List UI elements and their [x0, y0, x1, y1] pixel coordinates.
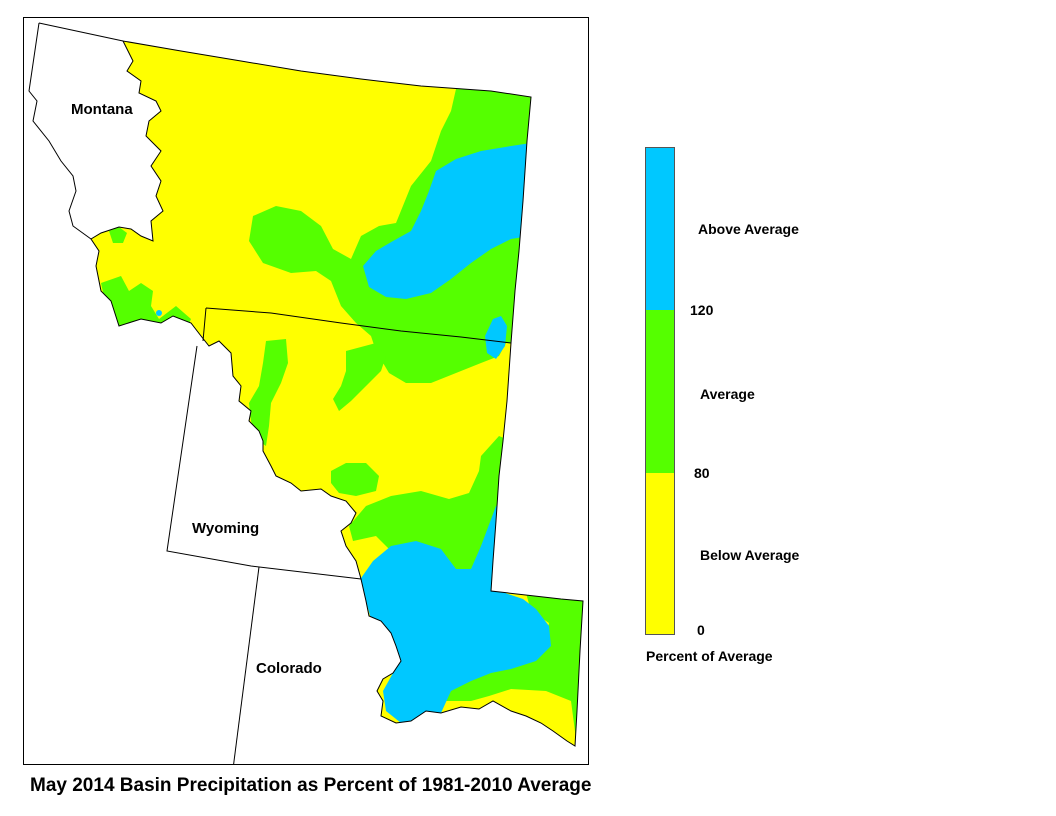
legend-break-80: 80 [694, 465, 710, 481]
colorado-label: Colorado [256, 660, 322, 677]
montana-label: Montana [71, 101, 133, 118]
above-average-zone-small [485, 316, 507, 359]
legend-label-below: Below Average [700, 547, 800, 563]
average-zone-wyoming-patch-2 [333, 343, 386, 411]
wyoming-label: Wyoming [192, 520, 260, 537]
average-zone-wyoming-patch-3 [331, 463, 379, 496]
legend-swatch-below [646, 473, 674, 634]
average-zone-west-patch [109, 227, 127, 243]
map-title: May 2014 Basin Precipitation as Percent … [30, 775, 592, 796]
legend-swatch-above [646, 148, 674, 310]
montana-boundary [28, 22, 512, 344]
above-average-spot [156, 310, 162, 316]
precipitation-map [28, 22, 584, 764]
legend-swatch-average [646, 310, 674, 473]
basin-fill [91, 41, 583, 746]
wyoming-boundary [166, 307, 362, 580]
legend-color-bar [645, 147, 675, 635]
map-frame: Montana Wyoming Colorado [23, 17, 589, 765]
legend-break-0: 0 [697, 622, 705, 638]
average-zone-wyoming-patch [249, 339, 288, 446]
above-average-zone-northeast [363, 143, 531, 299]
legend-label-average: Average [700, 386, 755, 402]
legend-title: Percent of Average [646, 648, 773, 664]
average-zone-central [349, 436, 511, 601]
legend-label-above: Above Average [698, 221, 799, 237]
average-zone-southeast [433, 593, 583, 746]
basin-outline [90, 40, 584, 747]
legend-break-120: 120 [690, 302, 714, 318]
colorado-boundary [233, 566, 260, 764]
